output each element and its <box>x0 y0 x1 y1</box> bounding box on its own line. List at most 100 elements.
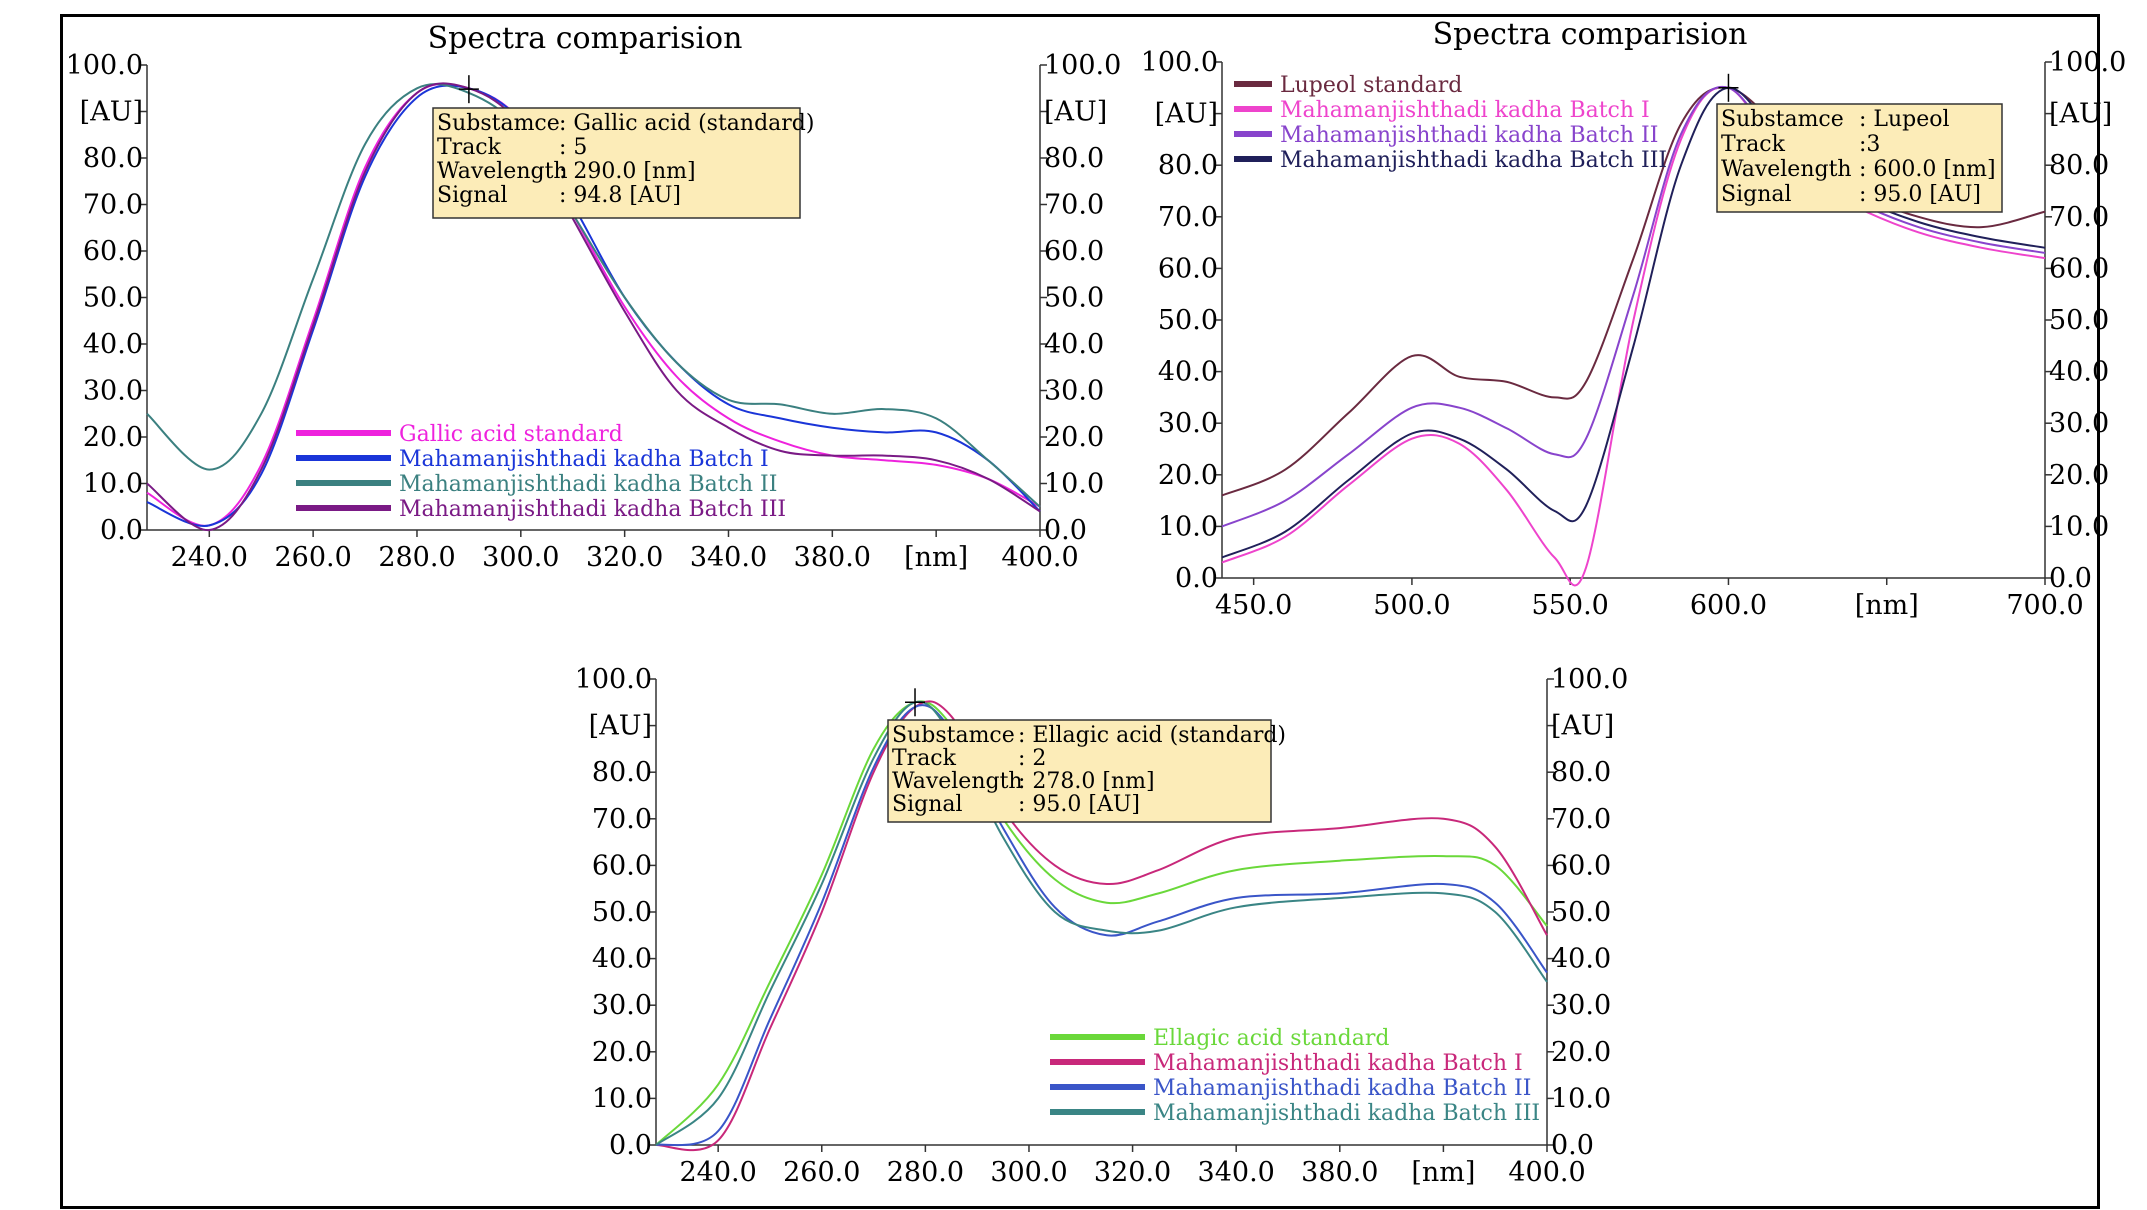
info-value: : Gallic acid (standard) <box>559 111 814 136</box>
y-tick-label-right: 0.0 <box>1551 1130 1594 1161</box>
legend-label: Mahamanjishthadi kadha Batch I <box>1153 1051 1523 1076</box>
y-tick-label: 10.0 <box>83 469 143 500</box>
x-tick-label: 320.0 <box>586 542 663 573</box>
y-tick-label-right: 70.0 <box>1551 804 1611 835</box>
x-tick-label: 380.0 <box>794 542 871 573</box>
y-tick-label: 70.0 <box>1158 202 1218 233</box>
y-tick-label-right: 50.0 <box>2049 305 2109 336</box>
info-box: Substamce: Gallic acid (standard) Track : … <box>432 107 814 219</box>
legend-label: Lupeol standard <box>1280 73 1462 98</box>
x-tick-label: 340.0 <box>690 542 767 573</box>
info-key: Track <box>437 135 502 160</box>
y-tick-label: 20.0 <box>83 422 143 453</box>
info-key: Wavelength <box>1721 157 1852 182</box>
y-tick-label: 60.0 <box>592 850 652 881</box>
info-key: Signal <box>892 792 963 817</box>
y-tick-label-right: 0.0 <box>1044 515 1087 546</box>
y-tick-label-right: 20.0 <box>1551 1037 1611 1068</box>
info-box: Substamce: Lupeol Track:3 Wavelength: 600.… <box>1716 103 2003 213</box>
legend-label: Mahamanjishthadi kadha Batch II <box>399 472 777 497</box>
info-box-background <box>887 719 1272 823</box>
y-tick-label: [AU] <box>80 97 143 128</box>
y-tick-label: 40.0 <box>83 329 143 360</box>
y-tick-label: 30.0 <box>83 376 143 407</box>
y-tick-label-right: 10.0 <box>2049 511 2109 542</box>
y-tick-label: 50.0 <box>1158 305 1218 336</box>
x-tick-label: 260.0 <box>783 1157 860 1188</box>
x-tick-label: 400.0 <box>1001 542 1078 573</box>
y-tick-label: 20.0 <box>592 1037 652 1068</box>
info-value: : 95.0 [AU] <box>1018 792 1140 817</box>
info-key: Wavelength <box>437 159 568 184</box>
chart-title: Spectra comparision <box>428 21 743 56</box>
y-tick-label: 0.0 <box>609 1130 652 1161</box>
info-key: Signal <box>437 183 508 208</box>
y-tick-label: 100.0 <box>575 664 652 695</box>
x-tick-label: [nm] <box>1855 590 1919 621</box>
info-value: :3 <box>1859 132 1880 157</box>
info-value: : Lupeol <box>1859 107 1950 132</box>
y-tick-label-right: 20.0 <box>2049 460 2109 491</box>
info-value: : 94.8 [AU] <box>559 183 681 208</box>
x-tick-label: 300.0 <box>482 542 559 573</box>
y-tick-label-right: 60.0 <box>2049 253 2109 284</box>
y-tick-label: 20.0 <box>1158 460 1218 491</box>
x-tick-label: 340.0 <box>1198 1157 1275 1188</box>
x-tick-label: [nm] <box>1411 1157 1475 1188</box>
y-tick-label: 0.0 <box>100 515 143 546</box>
series-line <box>655 700 1548 1146</box>
y-tick-label-right: [AU] <box>2049 99 2112 130</box>
y-tick-label: 50.0 <box>83 283 143 314</box>
info-box-background <box>1716 103 2003 213</box>
info-box-background <box>432 107 801 219</box>
y-tick-label: 40.0 <box>1158 357 1218 388</box>
y-tick-label: 60.0 <box>83 236 143 267</box>
legend-label: Ellagic acid standard <box>1153 1026 1389 1051</box>
chart-title: Spectra comparision <box>1433 17 1748 52</box>
x-tick-label: 320.0 <box>1094 1157 1171 1188</box>
y-tick-label: 50.0 <box>592 897 652 928</box>
y-tick-label-right: 40.0 <box>1551 944 1611 975</box>
y-tick-label-right: 80.0 <box>1551 757 1611 788</box>
info-value: : 600.0 [nm] <box>1859 157 1996 182</box>
legend-label: Mahamanjishthadi kadha Batch I <box>1280 98 1650 123</box>
y-tick-label: 10.0 <box>592 1083 652 1114</box>
info-box: Substamce: Ellagic acid (standard) Track:… <box>887 719 1286 823</box>
info-key: Substamce <box>437 111 560 136</box>
y-tick-label-right: 50.0 <box>1044 283 1104 314</box>
series-line <box>655 700 1548 1146</box>
x-tick-label: 700.0 <box>2006 590 2083 621</box>
chart-panel: Spectra comparision 100.0 100.0 [AU] [AU] 80.… <box>66 21 1122 573</box>
y-tick-label: 0.0 <box>1175 563 1218 594</box>
x-tick-label: 600.0 <box>1690 590 1767 621</box>
legend-label: Mahamanjishthadi kadha Batch II <box>1153 1076 1531 1101</box>
info-value: : 95.0 [AU] <box>1859 182 1981 207</box>
y-tick-label-right: 60.0 <box>1044 236 1104 267</box>
y-tick-label-right: 40.0 <box>1044 329 1104 360</box>
y-tick-label: [AU] <box>589 711 652 742</box>
y-tick-label-right: 80.0 <box>2049 150 2109 181</box>
info-value: : Ellagic acid (standard) <box>1018 723 1286 748</box>
y-tick-label-right: 80.0 <box>1044 143 1104 174</box>
y-tick-label: 60.0 <box>1158 253 1218 284</box>
info-key: Wavelength <box>892 769 1023 794</box>
y-tick-label-right: 50.0 <box>1551 897 1611 928</box>
y-tick-label-right: 0.0 <box>2049 563 2092 594</box>
y-tick-label: 30.0 <box>1158 408 1218 439</box>
y-tick-label-right: 60.0 <box>1551 850 1611 881</box>
info-key: Substamce <box>1721 107 1844 132</box>
y-tick-label: 100.0 <box>66 50 143 81</box>
y-tick-label-right: 70.0 <box>2049 202 2109 233</box>
y-tick-label-right: 40.0 <box>2049 357 2109 388</box>
legend-label: Mahamanjishthadi kadha Batch III <box>1153 1101 1540 1126</box>
y-tick-label-right: 100.0 <box>1044 50 1121 81</box>
y-tick-label: 70.0 <box>592 804 652 835</box>
x-tick-label: 500.0 <box>1373 590 1450 621</box>
info-key: Track <box>892 746 957 771</box>
y-tick-label: 30.0 <box>592 990 652 1021</box>
info-key: Substamce <box>892 723 1015 748</box>
info-value: : 5 <box>559 135 587 160</box>
y-tick-label-right: 10.0 <box>1044 469 1104 500</box>
